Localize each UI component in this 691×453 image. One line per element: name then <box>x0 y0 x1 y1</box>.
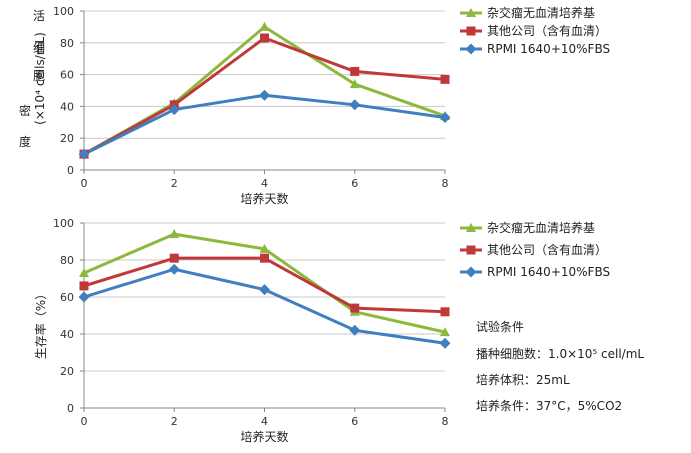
y-axis-title-char: 胞 <box>33 69 45 83</box>
data-point-3-5 <box>439 112 451 124</box>
data-point-1-3 <box>259 243 270 253</box>
legend-label-2: 其他公司（含有血清） <box>487 242 607 257</box>
legend-label-2: 其他公司（含有血清） <box>487 23 607 38</box>
data-point-2-2 <box>169 253 179 263</box>
data-point-1-2 <box>169 229 180 239</box>
x-tick-label: 4 <box>261 177 268 190</box>
data-point-3-2 <box>168 104 180 116</box>
data-point-3-1 <box>78 291 90 303</box>
legend-marker-3 <box>465 43 477 55</box>
data-point-1-4 <box>349 79 360 89</box>
condition-seeding: 播种细胞数：1.0×10⁵ cell/mL <box>476 347 645 361</box>
series-line-3 <box>83 267 446 345</box>
x-tick-label: 2 <box>171 415 178 428</box>
y-tick-label: 80 <box>60 254 74 267</box>
x-tick-label: 6 <box>351 415 358 428</box>
data-point-2-1 <box>79 281 89 291</box>
legend-label-3: RPMI 1640+10%FBS <box>487 265 610 279</box>
y-tick-label: 20 <box>60 365 74 378</box>
y-tick-label: 100 <box>53 5 74 18</box>
y-axis-title-char: 度 <box>19 134 31 149</box>
data-point-3-1 <box>78 148 90 160</box>
x-axis-title: 培养天数 <box>240 191 288 206</box>
data-point-1-1 <box>79 267 89 277</box>
legend-label-1: 杂交瘤无血清培养基 <box>487 220 595 235</box>
y-tick-label: 20 <box>60 132 74 145</box>
y-axis-unit: (×10⁴ cells/mL) <box>33 32 47 125</box>
x-axis-title: 培养天数 <box>240 429 288 444</box>
data-point-2-5 <box>440 74 450 84</box>
legend-marker-1 <box>466 8 476 17</box>
data-point-1-5 <box>440 327 450 337</box>
y-tick-label: 0 <box>67 402 74 415</box>
x-tick-label: 8 <box>442 177 449 190</box>
data-point-3-3 <box>259 284 270 296</box>
data-point-2-5 <box>440 307 450 317</box>
y-tick-label: 0 <box>67 164 74 177</box>
y-axis-title: 生存率（%） <box>33 288 48 359</box>
x-tick-label: 6 <box>351 177 358 190</box>
y-axis-title-char: 密 <box>19 103 31 118</box>
data-point-2-4 <box>350 66 360 76</box>
data-point-3-2 <box>168 263 180 275</box>
x-tick-label: 2 <box>171 177 178 190</box>
y-tick-label: 40 <box>60 328 74 341</box>
legend-label-1: 杂交瘤无血清培养基 <box>487 5 595 20</box>
legend-marker-2 <box>466 26 476 36</box>
data-point-3-4 <box>349 99 361 111</box>
data-point-2-3 <box>260 253 269 263</box>
y-tick-label: 40 <box>60 100 74 113</box>
y-tick-label: 80 <box>60 37 74 50</box>
y-tick-label: 60 <box>60 291 74 304</box>
condition-volume: 培养体积：25mL <box>476 373 570 387</box>
x-tick-label: 0 <box>81 177 88 190</box>
legend-marker-3 <box>465 266 477 278</box>
condition-environment: 培养条件：37°C，5%CO2 <box>476 399 623 413</box>
legend-label-3: RPMI 1640+10%FBS <box>487 42 610 56</box>
y-axis-title-char: 细 <box>33 41 45 55</box>
data-point-3-4 <box>349 324 361 336</box>
conditions-title: 试验条件 <box>476 320 525 334</box>
x-tick-label: 0 <box>81 415 88 428</box>
x-tick-label: 8 <box>442 415 449 428</box>
data-point-2-4 <box>350 303 360 313</box>
legend-marker-2 <box>466 245 476 255</box>
y-axis-title-char: 活 <box>33 9 45 23</box>
y-tick-label: 100 <box>53 217 74 230</box>
data-point-2-3 <box>260 33 269 43</box>
y-tick-label: 60 <box>60 69 74 82</box>
legend-marker-1 <box>466 223 476 232</box>
data-point-1-3 <box>259 21 270 31</box>
data-point-3-5 <box>439 337 451 349</box>
data-point-3-3 <box>259 89 270 101</box>
x-tick-label: 4 <box>261 415 268 428</box>
